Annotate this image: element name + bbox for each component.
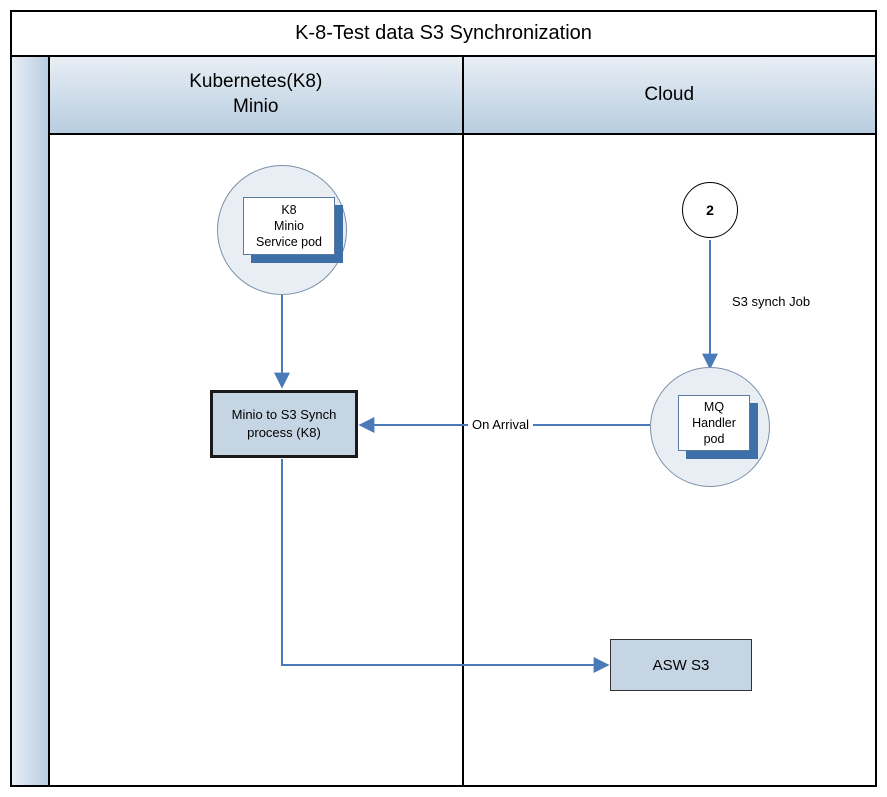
lane-headers: Kubernetes(K8) Minio Cloud [50,57,875,135]
lane-header-cloud: Cloud [462,57,876,135]
swimlane-diagram: K-8-Test data S3 Synchronization Kuberne… [10,10,877,787]
node-sync-process: Minio to S3 Synch process (K8) [210,390,358,458]
diagram-canvas: K8 Minio Service pod Minio to S3 Synch p… [50,135,875,785]
pod-face-label: K8 Minio Service pod [243,197,335,255]
node-mq-handler-pod: MQ Handler pod [678,395,750,451]
node-start-token: 2 [682,182,738,238]
edge-process-to-s3 [282,459,608,665]
node-k8-minio-pod: K8 Minio Service pod [243,197,335,255]
pod-face-label: MQ Handler pod [678,395,750,451]
edge-label-on-arrival: On Arrival [468,416,533,433]
node-aws-s3: ASW S3 [610,639,752,691]
swimlane-sidebar [12,57,50,785]
lane-header-k8: Kubernetes(K8) Minio [50,57,462,135]
edge-label-s3-synch-job: S3 synch Job [728,293,814,310]
diagram-title: K-8-Test data S3 Synchronization [12,12,875,57]
